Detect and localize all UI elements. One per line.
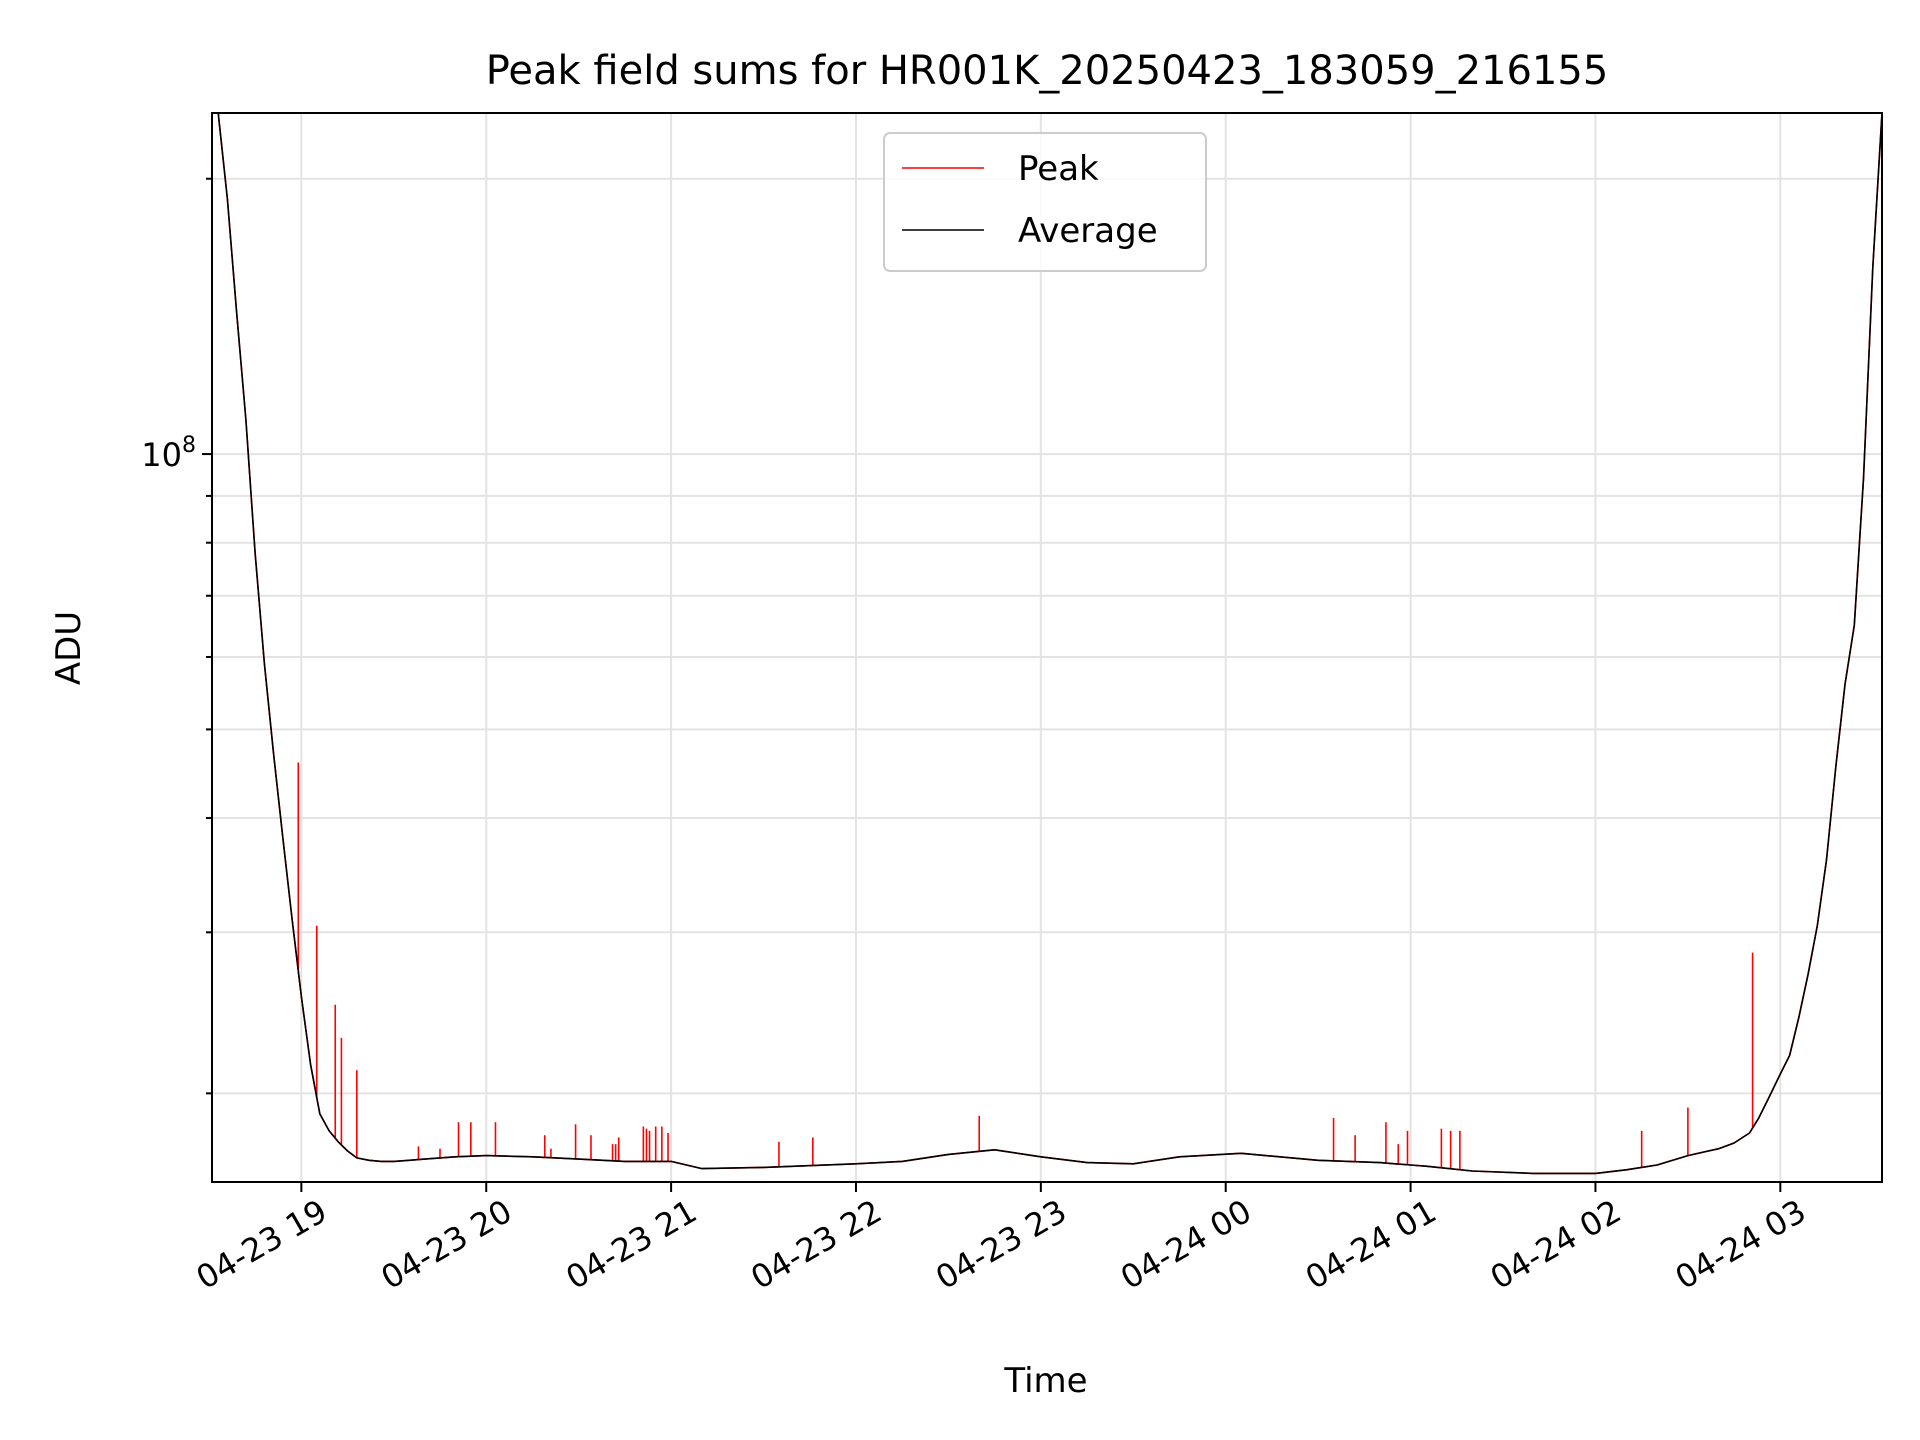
legend-label-average: Average <box>1018 211 1158 251</box>
grid-lines <box>212 113 1882 1182</box>
series-average <box>212 112 1883 1175</box>
y-tick-label: 108 <box>141 433 196 474</box>
legend-label-peak: Peak <box>1018 149 1099 189</box>
y-axis-label: ADU <box>49 611 89 685</box>
y-axis: 108 <box>141 177 212 1095</box>
plot-frame <box>211 112 1883 1183</box>
x-axis-label: Time <box>1003 1361 1087 1401</box>
chart-title: Peak field sums for HR001K_20250423_1830… <box>486 48 1609 94</box>
legend: Peak Average <box>883 132 1207 272</box>
series-line-average <box>212 112 1883 1175</box>
